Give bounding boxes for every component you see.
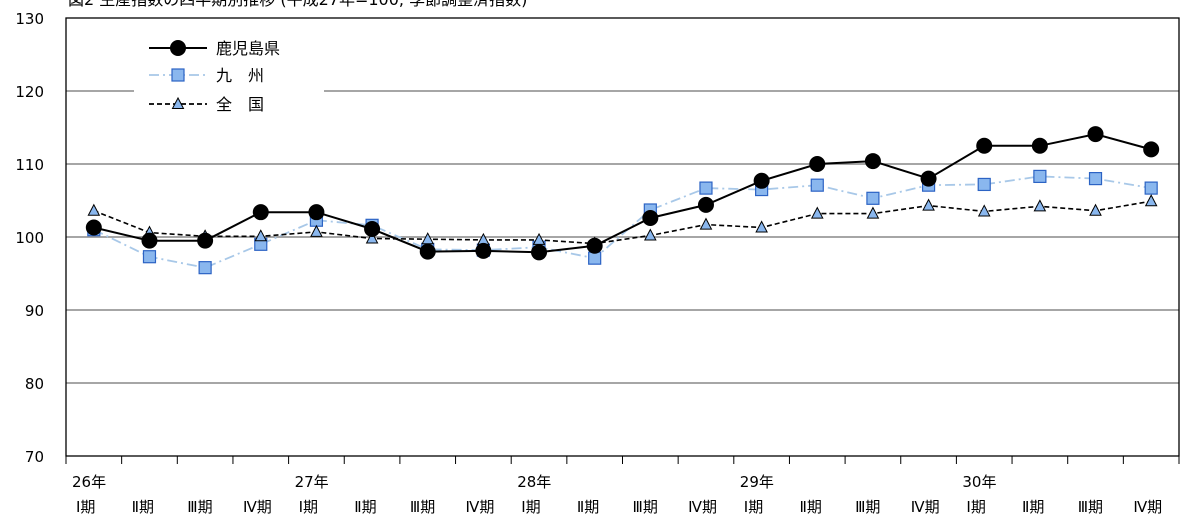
legend-marker [171, 96, 185, 109]
data-point [753, 172, 770, 189]
x-year-label: 30年 [962, 473, 996, 491]
data-point [252, 204, 269, 221]
x-quarter-label: Ⅰ期 [299, 498, 318, 516]
x-quarter-label: Ⅳ期 [688, 498, 717, 516]
data-point [141, 232, 158, 249]
x-year-label: 28年 [517, 473, 551, 491]
data-point [87, 203, 101, 216]
y-tick-label: 110 [15, 156, 44, 174]
series-layer [85, 126, 1160, 275]
x-quarter-label: Ⅰ期 [521, 498, 540, 516]
x-quarter-label: Ⅲ期 [1078, 498, 1103, 516]
x-quarter-label: Ⅲ期 [633, 498, 658, 516]
x-quarter-label: Ⅱ期 [1022, 498, 1044, 516]
grid-lines [66, 90, 1179, 384]
data-point [310, 224, 323, 237]
data-point [1089, 203, 1102, 216]
x-axis-ticks: 26年 Ⅰ期 Ⅱ期 Ⅲ期 Ⅳ期 27年 Ⅰ期 Ⅱ期 Ⅲ期 Ⅳ期 28年 Ⅰ期 Ⅱ期 Ⅲ期 Ⅳ期 29年 Ⅰ期 Ⅱ期… [65, 456, 1180, 516]
data-point [1144, 181, 1158, 195]
data-point [976, 137, 993, 154]
x-quarter-label: Ⅱ期 [354, 498, 376, 516]
x-quarter-label: Ⅰ期 [76, 498, 95, 516]
data-point [864, 153, 881, 170]
legend-label: 九 州 [216, 66, 264, 85]
y-tick-label: 70 [25, 448, 44, 466]
data-point [866, 191, 880, 205]
legend-label: 全 国 [216, 95, 264, 114]
data-point [1031, 137, 1048, 154]
data-point [1033, 169, 1047, 184]
legend-marker [171, 68, 185, 82]
data-point [699, 217, 713, 230]
y-tick-label: 80 [25, 375, 44, 393]
x-quarter-label: Ⅱ期 [132, 498, 154, 516]
data-point [643, 228, 657, 241]
y-tick-label: 120 [15, 83, 44, 101]
data-point [586, 237, 603, 254]
y-axis-ticks: 70 80 90 100 110 120 130 [15, 10, 44, 466]
data-point [922, 198, 935, 211]
series-line [93, 175, 1152, 269]
data-point [642, 210, 659, 227]
x-quarter-label: Ⅲ期 [187, 498, 212, 516]
data-point [920, 170, 937, 187]
data-point [1144, 194, 1158, 207]
series-1 [85, 126, 1160, 261]
data-point [197, 232, 214, 249]
x-year-label: 27年 [295, 473, 329, 491]
y-tick-label: 100 [15, 229, 44, 247]
data-point [588, 251, 602, 265]
data-point [365, 231, 379, 244]
x-quarter-label: Ⅰ期 [966, 498, 985, 516]
y-tick-label: 130 [15, 10, 44, 28]
x-quarter-label: Ⅱ期 [799, 498, 821, 516]
data-point [810, 206, 824, 219]
data-point [810, 178, 824, 192]
data-point [364, 220, 381, 237]
x-quarter-label: Ⅱ期 [577, 498, 599, 516]
data-point [1087, 126, 1104, 143]
legend-label: 鹿児島県 [216, 39, 280, 58]
data-point [85, 219, 102, 236]
data-point [421, 232, 435, 245]
x-quarter-label: Ⅳ期 [1133, 498, 1162, 516]
data-point [755, 220, 768, 233]
x-year-label: 29年 [740, 473, 774, 491]
data-point [977, 204, 991, 217]
data-point [475, 242, 492, 259]
legend-background [134, 30, 324, 126]
data-point [699, 181, 713, 195]
data-point [1033, 199, 1047, 212]
x-quarter-label: Ⅳ期 [466, 498, 495, 516]
data-point [477, 232, 490, 245]
data-point [198, 261, 212, 275]
data-point [1088, 172, 1103, 186]
x-quarter-label: Ⅳ期 [911, 498, 940, 516]
x-quarter-label: Ⅲ期 [855, 498, 880, 516]
data-point [254, 229, 268, 242]
x-quarter-label: Ⅰ期 [744, 498, 763, 516]
chart-title: 図2 生産指数の四半期別推移 (平成27年=100, 季節調整済指数) [68, 0, 527, 9]
data-point [809, 156, 826, 172]
series-line [93, 133, 1152, 254]
data-point [1143, 141, 1160, 158]
series-line [93, 200, 1152, 245]
legend-marker [170, 40, 186, 56]
series-3 [87, 194, 1158, 249]
data-point [419, 243, 436, 260]
series-2 [87, 169, 1158, 275]
data-point [977, 177, 991, 192]
x-quarter-label: Ⅲ期 [410, 498, 435, 516]
data-point [142, 250, 157, 264]
y-tick-label: 90 [25, 302, 44, 320]
x-quarter-label: Ⅳ期 [243, 498, 272, 516]
data-point [697, 196, 714, 213]
data-point [531, 244, 548, 261]
data-point [532, 232, 546, 245]
data-point [308, 204, 325, 221]
x-year-label: 26年 [72, 473, 106, 491]
data-point [866, 206, 880, 219]
